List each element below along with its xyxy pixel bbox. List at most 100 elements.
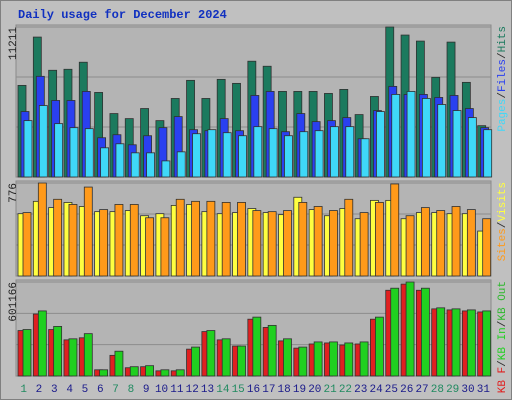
bar — [145, 217, 154, 277]
bar — [467, 117, 477, 178]
bar — [299, 131, 309, 178]
bar — [252, 316, 262, 377]
bar — [84, 128, 94, 178]
bar — [283, 338, 292, 377]
bar — [420, 207, 430, 277]
x-tick-label: 21 — [324, 384, 338, 396]
bar — [436, 210, 446, 277]
bar — [114, 350, 124, 377]
bar — [298, 346, 308, 377]
bar — [130, 152, 140, 178]
bar — [344, 198, 354, 277]
bar — [390, 183, 400, 277]
x-tick-label: 17 — [262, 384, 275, 396]
x-tick-label: 5 — [82, 384, 89, 396]
bar — [221, 202, 231, 277]
y-tick-label: 11211 — [8, 27, 20, 60]
x-tick-label: 3 — [51, 384, 58, 396]
bar — [83, 186, 93, 277]
bar — [375, 202, 384, 277]
bar — [252, 210, 262, 277]
bar — [391, 94, 401, 178]
bar — [267, 211, 277, 277]
x-tick-label: 7 — [112, 384, 119, 396]
bar — [238, 135, 247, 178]
legend: KB F/KB In/KB Out — [497, 281, 509, 393]
legend-separator: / — [497, 92, 509, 99]
legend-entry: Sites — [497, 228, 509, 261]
legend-entry: Files — [497, 59, 509, 92]
x-tick-label: 27 — [415, 384, 428, 396]
bar — [284, 135, 293, 178]
legend-entry: KB F — [497, 367, 509, 393]
legend-separator: / — [497, 222, 509, 229]
x-tick-label: 28 — [431, 384, 444, 396]
legend-entry: Pages — [497, 99, 509, 132]
bar — [268, 128, 278, 178]
bar — [176, 151, 186, 178]
bar — [298, 202, 308, 277]
bar — [314, 130, 324, 178]
x-tick-label: 9 — [143, 384, 150, 396]
x-tick-label: 16 — [247, 384, 260, 396]
bar — [191, 346, 200, 377]
x-tick-label: 22 — [339, 384, 352, 396]
bar — [345, 126, 355, 178]
x-tick-label: 2 — [36, 384, 43, 396]
bar — [222, 132, 232, 178]
chart-title: Daily usage for December 2024 — [18, 8, 227, 22]
bar — [390, 287, 400, 377]
bar — [206, 330, 216, 377]
bar — [452, 110, 462, 178]
bar — [330, 126, 339, 178]
bar — [192, 133, 201, 178]
bar — [420, 287, 430, 377]
bar — [483, 129, 493, 178]
bar — [175, 198, 185, 277]
bar — [206, 200, 216, 277]
bar — [175, 369, 185, 377]
bar — [37, 310, 47, 377]
bar — [37, 182, 47, 277]
bar — [405, 281, 415, 377]
legend: Pages/Files/Hits — [497, 26, 509, 132]
x-tick-label: 6 — [97, 384, 104, 396]
bar — [161, 160, 171, 178]
bar — [451, 206, 461, 277]
x-tick-label: 25 — [385, 384, 398, 396]
bar — [114, 204, 124, 277]
y-tick-label: 601166 — [8, 282, 20, 322]
bar — [22, 212, 32, 277]
legend-entry: Hits — [497, 26, 509, 52]
legend-separator: / — [497, 52, 509, 59]
x-tick-label: 1 — [20, 384, 27, 396]
x-tick-label: 20 — [308, 384, 321, 396]
legend-separator: / — [497, 360, 509, 367]
bar — [482, 310, 492, 377]
bar — [313, 341, 323, 377]
bar — [99, 209, 109, 277]
bar — [329, 210, 338, 277]
legend-entry: KB Out — [497, 281, 509, 321]
x-tick-label: 13 — [201, 384, 214, 396]
x-tick-label: 31 — [477, 384, 491, 396]
bar — [421, 98, 431, 178]
bar — [160, 369, 170, 377]
bar — [53, 198, 63, 277]
bar — [451, 308, 461, 377]
x-tick-label: 11 — [170, 384, 184, 396]
bar — [359, 212, 369, 277]
bar — [237, 202, 246, 277]
bar — [99, 369, 109, 377]
bar — [38, 105, 48, 178]
bar — [68, 204, 78, 277]
bar — [466, 209, 476, 277]
legend-entry: Visits — [497, 182, 509, 222]
bar — [100, 147, 110, 178]
x-tick-label: 10 — [155, 384, 168, 396]
y-tick-label: 776 — [8, 183, 20, 203]
bar — [436, 307, 446, 377]
bar — [237, 345, 246, 377]
